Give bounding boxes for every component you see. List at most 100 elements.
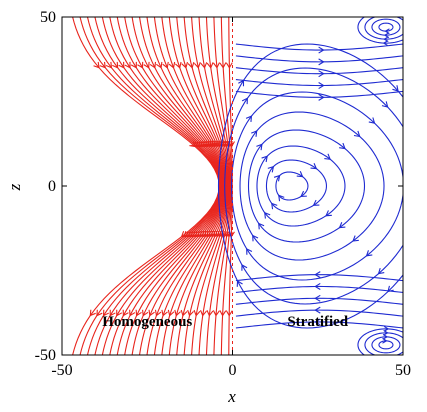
stratified-streamline	[235, 321, 403, 329]
homogeneous-streamline-arrow	[187, 309, 194, 317]
homogeneous-streamline	[176, 17, 229, 355]
stratified-streamline-arrow	[300, 190, 307, 197]
homogeneous-streamline-arrow	[174, 309, 181, 317]
homogeneous-streamline-arrow	[198, 140, 205, 148]
stratified-streamline-arrow	[245, 115, 253, 123]
axis-ticks	[61, 16, 404, 356]
stratified-streamline	[235, 297, 403, 305]
homogeneous-streamline-arrow	[168, 61, 176, 69]
homogeneous-streamline-arrow	[161, 309, 168, 317]
stratified-corner-streamline	[371, 336, 401, 354]
homogeneous-streamline-arrow	[154, 309, 162, 317]
homogeneous-streamline-arrow	[156, 61, 163, 69]
homogeneous-streamline-arrow	[187, 61, 195, 69]
stratified-streamline-arrow	[377, 267, 385, 275]
homogeneous-streamline	[198, 17, 231, 355]
homogeneous-streamline	[153, 17, 227, 355]
stratified-streamline-arrow	[318, 93, 325, 101]
y-tick-label-2: 50	[40, 9, 56, 26]
stratified-corner-streamline	[378, 340, 394, 350]
homogeneous-streamline-arrow	[193, 62, 201, 69]
stratified-streamline-arrow	[251, 130, 258, 137]
stratified-streamline-arrow	[314, 306, 321, 314]
stratified-streamline-arrow	[382, 40, 389, 47]
homogeneous-streamline	[124, 17, 225, 355]
homogeneous-streamlines	[72, 17, 235, 355]
homogeneous-streamline-arrow	[219, 310, 227, 317]
stratified-streamline	[235, 78, 403, 87]
homogeneous-streamline	[94, 17, 222, 355]
y-tick-label-1: 0	[48, 178, 56, 195]
homogeneous-streamline-arrow	[180, 309, 188, 317]
homogeneous-streamline-arrow	[219, 62, 227, 69]
homogeneous-streamline	[205, 17, 231, 355]
stratified-streamline-arrow	[296, 171, 304, 178]
region-label-stratified: Stratified	[287, 314, 348, 330]
homogeneous-streamline	[191, 17, 230, 355]
stratified-streamline	[235, 43, 403, 51]
homogeneous-streamline-arrow	[135, 309, 142, 317]
stratified-streamline-arrow	[338, 222, 346, 229]
homogeneous-streamline-arrow	[93, 61, 100, 69]
stratified-streamline-arrow	[318, 70, 325, 78]
stratified-streamline-arrow	[256, 143, 263, 151]
homogeneous-streamline	[161, 17, 228, 355]
region-label-homogeneous: Homogeneous	[102, 314, 192, 330]
stratified-streamline	[256, 145, 346, 227]
homogeneous-streamline-arrow	[193, 309, 201, 317]
stratified-streamline-arrow	[246, 247, 253, 255]
stratified-streamline-arrow	[271, 202, 278, 210]
homogeneous-streamline-arrow	[200, 62, 208, 69]
homogeneous-streamline	[131, 17, 225, 355]
homogeneous-streamline	[79, 17, 221, 355]
homogeneous-streamline-arrow	[130, 61, 137, 69]
stratified-streamline	[230, 91, 403, 281]
homogeneous-streamline-arrow	[143, 61, 150, 69]
stratified-streamline-arrow	[273, 174, 281, 182]
homogeneous-streamline	[72, 17, 220, 355]
homogeneous-streamline	[146, 17, 226, 355]
y-tick-label-0: -50	[35, 347, 56, 364]
stratified-streamline-arrow	[365, 250, 373, 257]
stratified-streamline	[235, 274, 403, 282]
stratified-streamline	[235, 309, 403, 317]
stratified-streamline	[275, 171, 309, 201]
stratified-streamline-arrow	[381, 101, 389, 108]
stratified-streamline-arrow	[314, 294, 321, 302]
stratified-streamline-arrow	[314, 318, 321, 326]
homogeneous-streamline-arrow	[162, 61, 169, 69]
stratified-streamline-arrow	[252, 234, 259, 242]
stratified-streamline-arrow	[339, 142, 346, 150]
stratified-streamline-arrow	[241, 97, 248, 105]
homogeneous-streamline-arrow	[137, 61, 144, 69]
homogeneous-streamline-arrow	[118, 61, 125, 69]
stratified-streamline-arrow	[241, 264, 248, 271]
stratified-streamline	[247, 129, 366, 243]
homogeneous-streamline-arrow	[89, 309, 96, 317]
stratified-streamline-arrow	[312, 199, 320, 206]
homogeneous-streamline	[183, 17, 230, 355]
stratified-streamline-arrow	[314, 271, 321, 279]
stratified-streamline-arrow	[324, 153, 331, 160]
x-tick-label-0: -50	[51, 362, 72, 379]
stratified-streamline	[265, 159, 328, 213]
stratified-streamline-arrow	[314, 282, 321, 290]
homogeneous-streamline	[109, 17, 223, 355]
homogeneous-streamline-arrow	[142, 309, 149, 317]
homogeneous-streamline-arrow	[206, 310, 214, 317]
stratified-streamline	[235, 67, 403, 75]
homogeneous-streamline	[101, 17, 223, 355]
homogeneous-streamline-arrow	[225, 62, 233, 69]
stratified-streamline-arrow	[236, 280, 243, 287]
stratified-streamlines	[217, 17, 403, 355]
stratified-streamline-arrow	[261, 155, 268, 163]
stratified-streamline-arrow	[325, 210, 332, 217]
homogeneous-streamline-arrow	[105, 61, 113, 69]
homogeneous-streamline-arrow	[129, 309, 136, 317]
homogeneous-streamline	[116, 17, 224, 355]
x-tick-label-2: 50	[395, 362, 411, 379]
stratified-corner-streamline	[371, 18, 401, 36]
stratified-corner-streamline	[357, 17, 403, 44]
stratified-streamline-arrow	[267, 165, 275, 173]
homogeneous-streamline-arrow	[124, 61, 131, 69]
